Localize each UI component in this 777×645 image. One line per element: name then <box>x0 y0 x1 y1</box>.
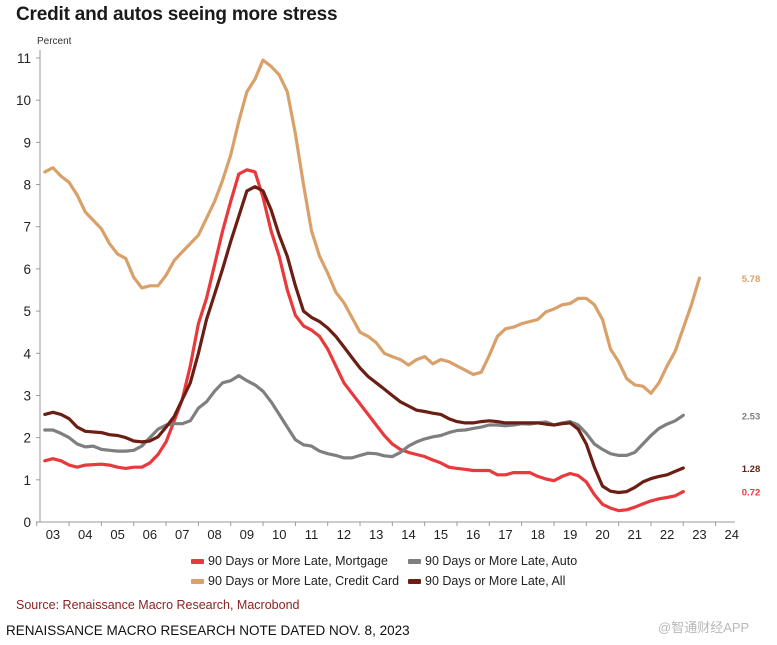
end-labels: 0.72 2.53 5.78 1.28 <box>742 274 761 498</box>
x-tick-label: 12 <box>337 527 351 542</box>
end-value-label: 1.28 <box>742 464 761 475</box>
legend-swatch-credit-card <box>191 578 204 584</box>
chart-title: Credit and autos seeing more stress <box>16 4 338 25</box>
y-tick-label: 2 <box>23 431 31 446</box>
x-tick-label: 10 <box>272 527 286 542</box>
end-value-label: 2.53 <box>742 411 761 422</box>
legend-item-mortgage: 90 Days or More Late, Mortgage <box>191 554 388 568</box>
end-value-label: 5.78 <box>742 274 761 285</box>
x-tick-label: 11 <box>305 527 319 542</box>
legend-item-credit-card: 90 Days or More Late, Credit Card <box>191 574 399 588</box>
legend-swatch-auto <box>408 558 421 564</box>
x-tick-label: 06 <box>143 527 157 542</box>
series-layer <box>43 58 701 513</box>
x-tick-label: 14 <box>401 527 415 542</box>
x-tick-label: 03 <box>46 527 60 542</box>
legend-item-all: 90 Days or More Late, All <box>408 574 565 588</box>
legend-label-mortgage: 90 Days or More Late, Mortgage <box>208 554 388 568</box>
research-note-text: RENAISSANCE MACRO RESEARCH NOTE DATED NO… <box>6 623 410 638</box>
y-tick-label: 10 <box>16 93 31 108</box>
series-line-90-days-or-more-late-credit-card <box>43 58 701 395</box>
x-tick-label: 23 <box>692 527 706 542</box>
legend-label-auto: 90 Days or More Late, Auto <box>425 554 578 568</box>
x-tick-label: 22 <box>660 527 674 542</box>
x-tick-label: 15 <box>434 527 448 542</box>
y-axis-label: Percent <box>37 36 72 47</box>
x-tick-label: 08 <box>207 527 221 542</box>
series-line-90-days-or-more-late-mortgage <box>43 168 685 513</box>
x-tick-label: 07 <box>175 527 189 542</box>
x-tick-label: 19 <box>563 527 577 542</box>
x-tick-label: 20 <box>595 527 609 542</box>
x-tick-label: 13 <box>369 527 383 542</box>
y-tick-label: 9 <box>23 135 31 150</box>
legend-swatch-all <box>408 578 421 584</box>
series-line-90-days-or-more-late-all <box>43 185 685 495</box>
y-tick-label: 4 <box>23 346 31 361</box>
x-tick-label: 16 <box>466 527 480 542</box>
x-tick-label: 04 <box>78 527 92 542</box>
legend-label-all: 90 Days or More Late, All <box>425 574 566 588</box>
x-tick-label: 05 <box>110 527 124 542</box>
y-tick-label: 5 <box>23 304 31 319</box>
x-tick-label: 24 <box>725 527 739 542</box>
x-tick-label: 09 <box>240 527 254 542</box>
series-line-90-days-or-more-late-auto <box>43 374 685 460</box>
y-tick-label: 7 <box>23 220 31 235</box>
x-tick-label: 21 <box>628 527 642 542</box>
legend-swatch-mortgage <box>191 558 204 564</box>
x-tick-label: 18 <box>531 527 545 542</box>
y-tick-label: 11 <box>17 51 31 66</box>
y-tick-label: 1 <box>23 473 31 488</box>
y-tick-label: 8 <box>23 178 31 193</box>
legend-item-auto: 90 Days or More Late, Auto <box>408 554 577 568</box>
y-tick-label: 6 <box>23 262 31 277</box>
x-tick-label: 17 <box>498 527 512 542</box>
legend-label-credit-card: 90 Days or More Late, Credit Card <box>208 574 400 588</box>
y-tick-label: 3 <box>23 388 31 403</box>
y-tick-label: 0 <box>23 515 31 530</box>
watermark-text: @智通财经APP <box>658 620 750 635</box>
source-text: Source: Renaissance Macro Research, Macr… <box>16 598 300 612</box>
end-value-label: 0.72 <box>742 488 761 499</box>
